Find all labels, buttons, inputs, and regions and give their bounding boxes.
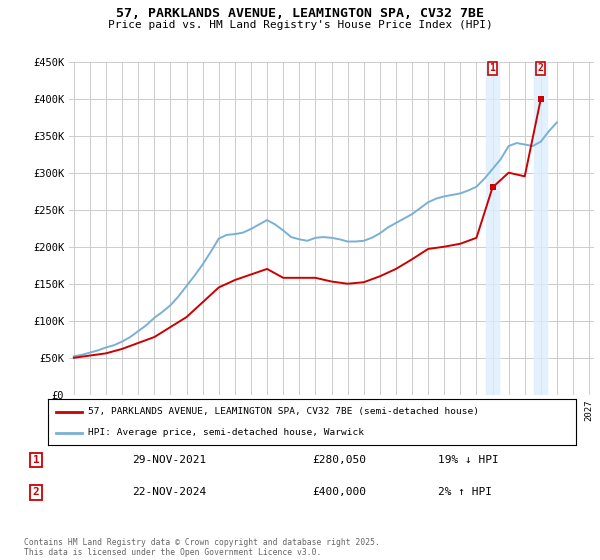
Text: £280,050: £280,050	[312, 455, 366, 465]
Text: Price paid vs. HM Land Registry's House Price Index (HPI): Price paid vs. HM Land Registry's House …	[107, 20, 493, 30]
Bar	[486, 62, 499, 395]
Text: 29-NOV-2021: 29-NOV-2021	[132, 455, 206, 465]
Text: 22-NOV-2024: 22-NOV-2024	[132, 487, 206, 497]
Text: 57, PARKLANDS AVENUE, LEAMINGTON SPA, CV32 7BE: 57, PARKLANDS AVENUE, LEAMINGTON SPA, CV…	[116, 7, 484, 20]
Text: HPI: Average price, semi-detached house, Warwick: HPI: Average price, semi-detached house,…	[88, 428, 364, 437]
Bar	[535, 62, 547, 395]
Text: 1: 1	[32, 455, 40, 465]
Text: 1: 1	[490, 63, 496, 73]
Text: 57, PARKLANDS AVENUE, LEAMINGTON SPA, CV32 7BE (semi-detached house): 57, PARKLANDS AVENUE, LEAMINGTON SPA, CV…	[88, 407, 479, 416]
Text: £400,000: £400,000	[312, 487, 366, 497]
Text: 19% ↓ HPI: 19% ↓ HPI	[438, 455, 499, 465]
Text: Contains HM Land Registry data © Crown copyright and database right 2025.
This d: Contains HM Land Registry data © Crown c…	[24, 538, 380, 557]
Text: 2: 2	[32, 487, 40, 497]
Text: 2% ↑ HPI: 2% ↑ HPI	[438, 487, 492, 497]
Text: 2: 2	[538, 63, 544, 73]
